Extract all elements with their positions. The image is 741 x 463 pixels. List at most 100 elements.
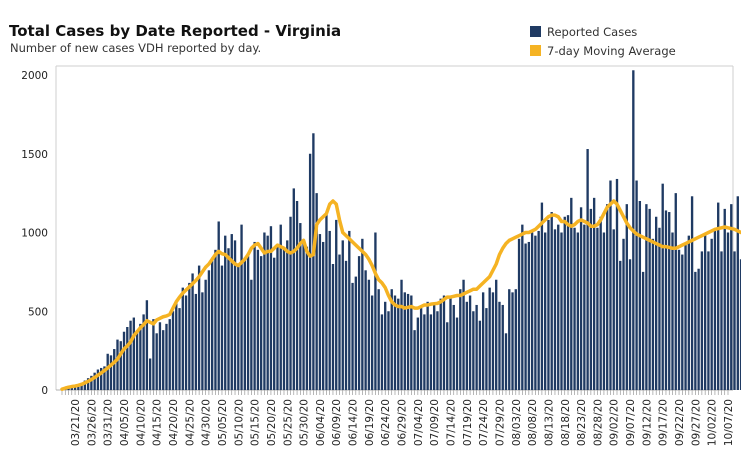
bar-reported-cases[interactable] — [338, 254, 341, 390]
bar-reported-cases[interactable] — [544, 232, 547, 391]
bar-reported-cases[interactable] — [289, 216, 292, 390]
bar-reported-cases[interactable] — [165, 323, 168, 390]
bar-reported-cases[interactable] — [331, 264, 335, 390]
bar-reported-cases[interactable] — [596, 227, 599, 390]
bar-reported-cases[interactable] — [145, 300, 149, 390]
bar-reported-cases[interactable] — [80, 382, 83, 390]
bar-reported-cases[interactable] — [690, 196, 694, 390]
bar-reported-cases[interactable] — [504, 333, 508, 390]
bar-reported-cases[interactable] — [524, 243, 527, 390]
bar-reported-cases[interactable] — [341, 240, 344, 391]
bar-reported-cases[interactable] — [109, 355, 113, 390]
bar-reported-cases[interactable] — [664, 210, 668, 390]
bar-reported-cases[interactable] — [181, 287, 184, 391]
bar-reported-cases[interactable] — [322, 241, 325, 390]
bar-reported-cases[interactable] — [668, 212, 671, 390]
bar-reported-cases[interactable] — [498, 301, 501, 390]
bar-reported-cases[interactable] — [563, 216, 566, 390]
bar-reported-cases[interactable] — [90, 375, 93, 390]
bar-reported-cases[interactable] — [625, 204, 628, 390]
bar-reported-cases[interactable] — [557, 224, 560, 391]
legend-item-moving-average[interactable]: 7-day Moving Average — [530, 41, 676, 60]
bar-reported-cases[interactable] — [472, 311, 475, 390]
bar-reported-cases[interactable] — [521, 224, 524, 391]
bar-reported-cases[interactable] — [606, 204, 609, 390]
bar-reported-cases[interactable] — [357, 256, 361, 391]
bar-reported-cases[interactable] — [233, 240, 237, 391]
bar-reported-cases[interactable] — [635, 180, 638, 390]
bar-reported-cases[interactable] — [380, 314, 384, 390]
bar-reported-cases[interactable] — [100, 367, 103, 390]
bar-reported-cases[interactable] — [348, 230, 351, 390]
bar-reported-cases[interactable] — [547, 219, 550, 390]
bar-reported-cases[interactable] — [106, 353, 109, 390]
bar-reported-cases[interactable] — [364, 270, 367, 390]
bar-reported-cases[interactable] — [592, 197, 596, 390]
bar-reported-cases[interactable] — [214, 249, 217, 390]
bar-reported-cases[interactable] — [152, 319, 155, 391]
bar-reported-cases[interactable] — [207, 270, 211, 390]
bar-reported-cases[interactable] — [713, 230, 717, 390]
bar-reported-cases[interactable] — [197, 265, 201, 390]
bar-reported-cases[interactable] — [93, 372, 96, 390]
bar-reported-cases[interactable] — [485, 308, 488, 390]
bar-reported-cases[interactable] — [658, 227, 661, 390]
bar-reported-cases[interactable] — [201, 292, 204, 390]
bar-reported-cases[interactable] — [589, 208, 593, 391]
bar-reported-cases[interactable] — [462, 279, 465, 390]
bar-reported-cases[interactable] — [508, 289, 511, 390]
bar-reported-cases[interactable] — [426, 301, 429, 390]
bar-reported-cases[interactable] — [501, 304, 504, 390]
bar-reported-cases[interactable] — [681, 254, 684, 390]
bar-reported-cases[interactable] — [282, 248, 286, 390]
bar-reported-cases[interactable] — [478, 320, 482, 390]
bar-reported-cases[interactable] — [465, 301, 468, 390]
bar-reported-cases[interactable] — [410, 295, 413, 391]
bar-reported-cases[interactable] — [720, 251, 723, 390]
bar-reported-cases[interactable] — [305, 246, 309, 390]
bar-reported-cases[interactable] — [354, 276, 357, 390]
bar-reported-cases[interactable] — [393, 295, 397, 391]
bar-reported-cases[interactable] — [377, 289, 380, 390]
bar-reported-cases[interactable] — [416, 317, 420, 390]
bar-reported-cases[interactable] — [126, 327, 129, 390]
bar-reported-cases[interactable] — [246, 256, 250, 391]
bar-reported-cases[interactable] — [583, 224, 586, 391]
bar-reported-cases[interactable] — [475, 304, 478, 390]
bar-reported-cases[interactable] — [328, 230, 331, 390]
bar-reported-cases[interactable] — [286, 240, 289, 391]
bar-reported-cases[interactable] — [566, 215, 570, 390]
bar-reported-cases[interactable] — [576, 232, 579, 391]
bar-reported-cases[interactable] — [703, 234, 707, 390]
bar-reported-cases[interactable] — [367, 279, 371, 390]
bar-reported-cases[interactable] — [733, 251, 736, 390]
bar-reported-cases[interactable] — [122, 331, 126, 390]
bar-reported-cases[interactable] — [178, 308, 181, 390]
bar-reported-cases[interactable] — [184, 295, 188, 391]
bar-reported-cases[interactable] — [308, 153, 312, 390]
bar-reported-cases[interactable] — [113, 349, 116, 390]
bar-reported-cases[interactable] — [116, 339, 119, 390]
bar-reported-cases[interactable] — [70, 386, 73, 390]
bar-reported-cases[interactable] — [684, 245, 687, 390]
bar-reported-cases[interactable] — [96, 369, 100, 390]
bar-reported-cases[interactable] — [279, 224, 282, 391]
bar-reported-cases[interactable] — [171, 311, 175, 390]
bar-reported-cases[interactable] — [439, 298, 442, 390]
bar-reported-cases[interactable] — [217, 221, 220, 390]
bar-reported-cases[interactable] — [73, 386, 77, 390]
bar-reported-cases[interactable] — [468, 295, 472, 391]
bar-reported-cases[interactable] — [403, 292, 406, 390]
bar-reported-cases[interactable] — [103, 366, 106, 391]
bar-reported-cases[interactable] — [387, 311, 390, 390]
bar-reported-cases[interactable] — [230, 234, 233, 390]
bar-reported-cases[interactable] — [553, 229, 557, 390]
bar-reported-cases[interactable] — [259, 256, 263, 391]
bar-reported-cases[interactable] — [730, 204, 733, 390]
bar-reported-cases[interactable] — [661, 183, 664, 390]
bar-reported-cases[interactable] — [158, 322, 162, 390]
bar-reported-cases[interactable] — [188, 282, 191, 390]
bar-reported-cases[interactable] — [390, 289, 393, 390]
bar-reported-cases[interactable] — [537, 230, 540, 390]
bar-reported-cases[interactable] — [119, 341, 122, 390]
